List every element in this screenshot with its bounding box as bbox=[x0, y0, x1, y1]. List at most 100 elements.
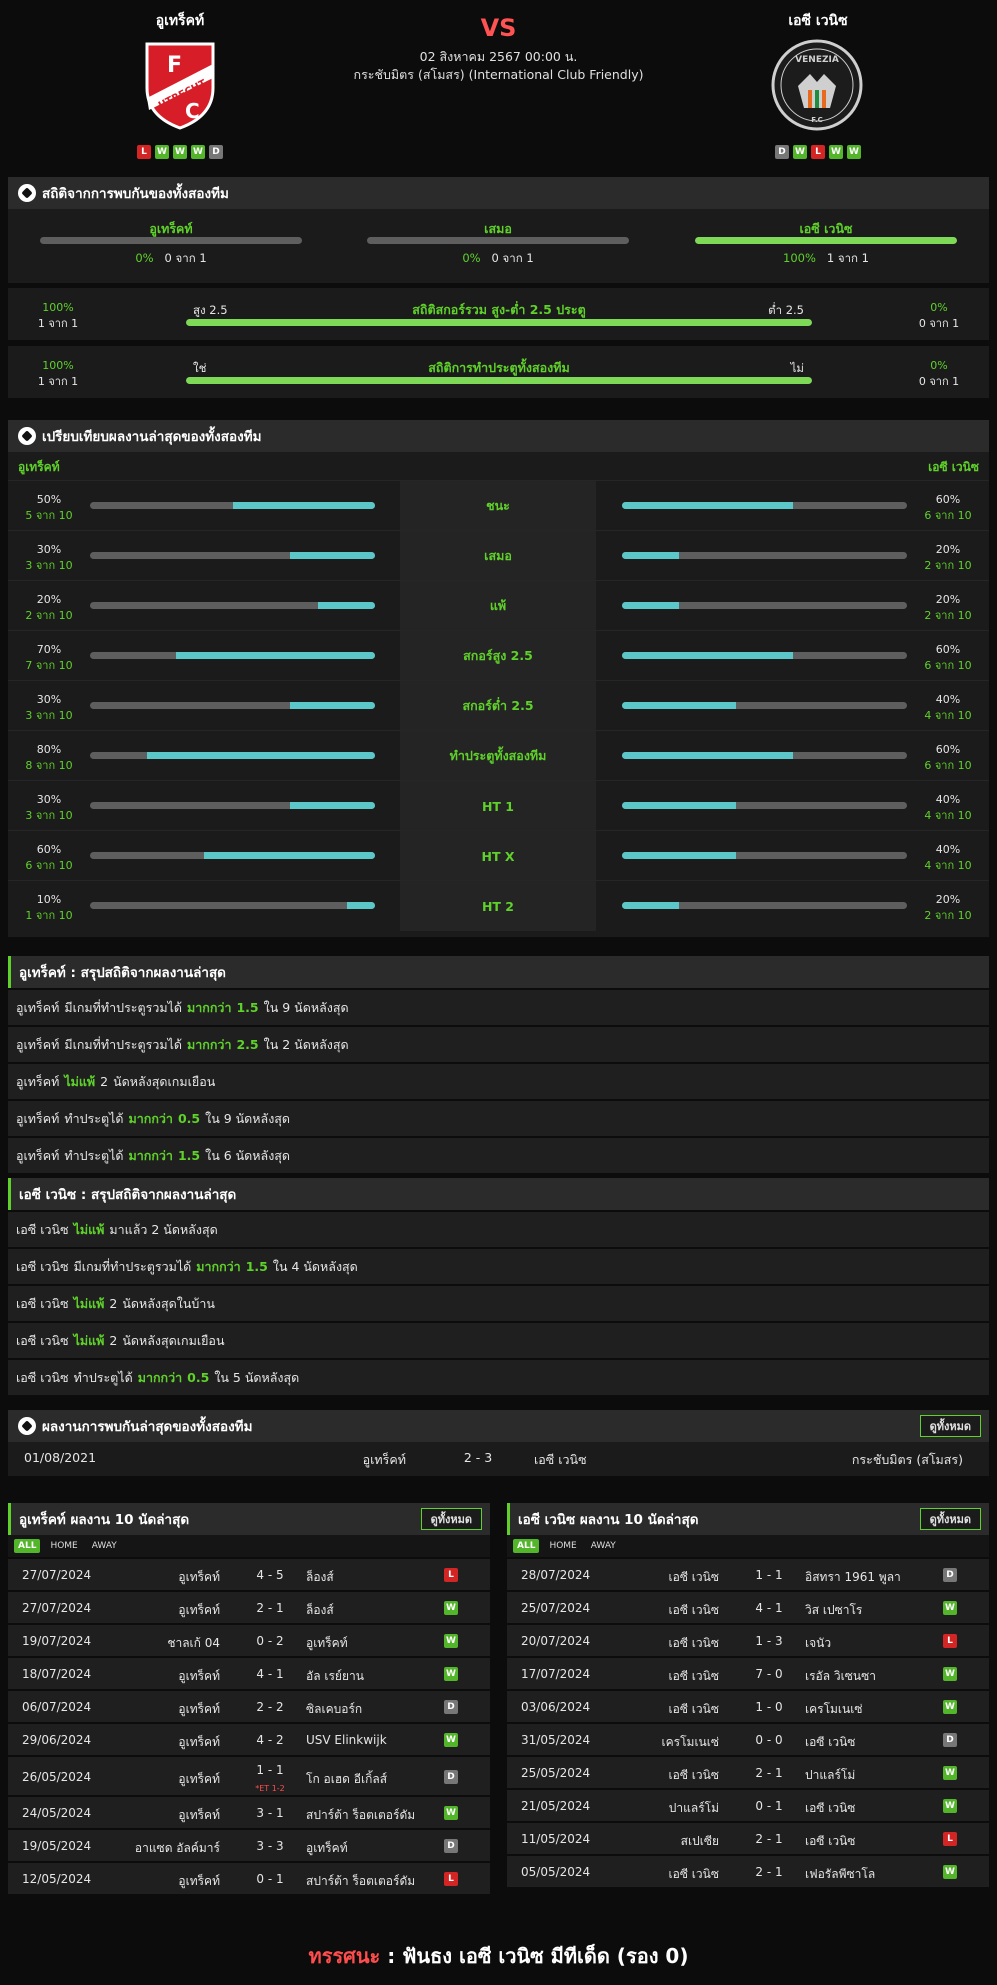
match-score: 2 - 1 bbox=[755, 1832, 783, 1846]
match-row[interactable]: 11/05/2024 สเปเซีย 2 - 1 เอซี เวนิซ L bbox=[507, 1823, 989, 1854]
comparison-label: เสมอ bbox=[400, 531, 596, 581]
result-badge: D bbox=[444, 1770, 458, 1784]
tab-home[interactable]: HOME bbox=[50, 1541, 78, 1551]
match-score: 7 - 0 bbox=[755, 1667, 783, 1681]
tab-all[interactable]: ALL bbox=[14, 1539, 41, 1553]
tab-away[interactable]: AWAY bbox=[590, 1541, 616, 1551]
comparison-row: 30% 3 จาก 10 สกอร์ต่ำ 2.5 40% 4 จาก 10 bbox=[8, 680, 989, 731]
over-under-box: 100% 1 จาก 1 สูง 2.5 สถิติสกอร์รวม สูง-ต่… bbox=[8, 288, 989, 340]
home-last10-panel: อูเทร็คท์ ผลงาน 10 นัดล่าสุด ดูทั้งหมด A… bbox=[8, 1503, 490, 1894]
summary-row: เอซี เวนิซ ไม่แพ้ 2 นัดหลังสุดในบ้าน bbox=[8, 1286, 989, 1321]
away-stat-fill bbox=[622, 902, 679, 909]
match-row[interactable]: 27/07/2024 อูเทร็คท์ 2 - 1 ล็องส์ W bbox=[8, 1592, 490, 1623]
h2h-draws: เสมอ 0% 0 จาก 1 bbox=[367, 219, 629, 268]
away-stat-fill bbox=[622, 552, 679, 559]
match-row[interactable]: 28/07/2024 เอซี เวนิซ 1 - 1 อิสทรา 1961 พูล… bbox=[507, 1559, 989, 1590]
away-stat-bar bbox=[622, 502, 907, 509]
home-team-logo: F UTRECHT C bbox=[145, 42, 215, 130]
comparison-row: 50% 5 จาก 10 ชนะ 60% 6 จาก 10 bbox=[8, 480, 989, 531]
away-stat: 60% 6 จาก 10 bbox=[924, 493, 972, 522]
match-away: สปาร์ต้า ร็อตเตอร์ดัม bbox=[306, 1874, 416, 1888]
view-all-button[interactable]: ดูทั้งหมด bbox=[919, 1508, 981, 1530]
match-row[interactable]: 18/07/2024 อูเทร็คท์ 4 - 1 อัล เรย์ยาน W bbox=[8, 1658, 490, 1689]
form-badge: W bbox=[793, 145, 807, 159]
section-header: สถิติจากการพบกันของทั้งสองทีม bbox=[8, 177, 989, 209]
away-form: D W L W W bbox=[718, 145, 918, 159]
match-away: ซิลเคบอร์ก bbox=[306, 1702, 363, 1716]
h2h-bar bbox=[367, 237, 629, 244]
match-score: 3 - 3 bbox=[256, 1839, 284, 1853]
away-stat: 20% 2 จาก 10 bbox=[924, 543, 972, 572]
summary-row: เอซี เวนิซ ไม่แพ้ 2 นัดหลังสุดเกมเยือน bbox=[8, 1323, 989, 1358]
match-row[interactable]: 19/07/2024 ชาลเก้ 04 0 - 2 อูเทร็คท์ W bbox=[8, 1625, 490, 1656]
home-team-name: อูเทร็คท์ bbox=[155, 13, 205, 29]
home-stat-fill bbox=[289, 702, 375, 709]
match-score: 2 - 1 bbox=[755, 1766, 783, 1780]
match-home: อาแซด อัลค์มาร์ bbox=[134, 1841, 220, 1855]
match-score: 2 - 1 bbox=[256, 1601, 284, 1615]
away-summary-title: เอซี เวนิซ : สรุปสถิติจากผลงานล่าสุด bbox=[8, 1178, 989, 1210]
home-stat: 50% 5 จาก 10 bbox=[25, 493, 73, 522]
match-row[interactable]: 21/05/2024 ปาแลร์โม่ 0 - 1 เอซี เวนิซ W bbox=[507, 1790, 989, 1821]
form-badge: W bbox=[191, 145, 205, 159]
football-icon bbox=[18, 427, 36, 445]
match-score: 1 - 3 bbox=[755, 1634, 783, 1648]
match-away: อิสทรา 1961 พูลา bbox=[805, 1570, 901, 1584]
verdict-text: ฟันธง เอซี เวนิซ มีทีเด็ด (รอง 0) bbox=[402, 1944, 689, 1968]
away-stat-bar bbox=[622, 752, 907, 759]
match-row[interactable]: 06/07/2024 อูเทร็คท์ 2 - 2 ซิลเคบอร์ก D bbox=[8, 1691, 490, 1722]
match-home: สเปเซีย bbox=[680, 1834, 719, 1848]
match-home: เอซี เวนิซ bbox=[668, 1768, 719, 1782]
comparison-label: HT X bbox=[400, 831, 596, 881]
h2h-away-wins: เอซี เวนิซ 100% 1 จาก 1 bbox=[695, 219, 957, 268]
verdict-separator: : bbox=[387, 1944, 396, 1968]
match-row[interactable]: 03/06/2024 เอซี เวนิซ 1 - 0 เครโมเนเซ่ W bbox=[507, 1691, 989, 1722]
match-row[interactable]: 25/05/2024 เอซี เวนิซ 2 - 1 ปาแลร์โม่ W bbox=[507, 1757, 989, 1788]
view-all-button[interactable]: ดูทั้งหมด bbox=[420, 1508, 482, 1530]
result-badge: W bbox=[444, 1601, 458, 1615]
match-row[interactable]: 19/05/2024 อาแซด อัลค์มาร์ 3 - 3 อูเทร็คท์ D bbox=[8, 1830, 490, 1861]
match-away: เอซี เวนิซ bbox=[805, 1834, 856, 1848]
match-away: วิส เปซาโร bbox=[805, 1603, 863, 1617]
match-row[interactable]: 31/05/2024 เครโมเนเซ่ 0 - 0 เอซี เวนิซ D bbox=[507, 1724, 989, 1755]
match-row[interactable]: 29/06/2024 อูเทร็คท์ 4 - 2 USV Elinkwijk W bbox=[8, 1724, 490, 1755]
tab-away[interactable]: AWAY bbox=[91, 1541, 117, 1551]
tab-home[interactable]: HOME bbox=[549, 1541, 577, 1551]
result-badge: L bbox=[943, 1634, 957, 1648]
match-away: เอซี เวนิซ bbox=[805, 1735, 856, 1749]
h2h-match-row[interactable]: 01/08/2021 อูเทร็คท์ 2 - 3 เอซี เวนิซ กร… bbox=[24, 1450, 963, 1467]
match-home: อูเทร็คท์ bbox=[178, 1735, 220, 1749]
match-row[interactable]: 05/05/2024 เอซี เวนิซ 2 - 1 เฟอรัลพีซาโล W bbox=[507, 1856, 989, 1887]
match-score: 4 - 5 bbox=[256, 1568, 284, 1582]
match-away: USV Elinkwijk bbox=[306, 1733, 387, 1747]
match-away: อัล เรย์ยาน bbox=[306, 1669, 364, 1683]
home-stat-fill bbox=[289, 802, 375, 809]
match-row[interactable]: 27/07/2024 อูเทร็คท์ 4 - 5 ล็องส์ L bbox=[8, 1559, 490, 1590]
home-stat: 20% 2 จาก 10 bbox=[25, 593, 73, 622]
away-team-name: เอซี เวนิซ bbox=[788, 13, 848, 29]
match-row[interactable]: 26/05/2024 อูเทร็คท์ 1 - 1 *ET 1-2 โก อเฮด อ… bbox=[8, 1757, 490, 1795]
match-row[interactable]: 17/07/2024 เอซี เวนิซ 7 - 0 เรอัล วิเซนซา W bbox=[507, 1658, 989, 1689]
match-away: เครโมเนเซ่ bbox=[805, 1702, 863, 1716]
match-away: อูเทร็คท์ bbox=[306, 1841, 348, 1855]
home-stat-fill bbox=[346, 902, 375, 909]
match-row[interactable]: 12/05/2024 อูเทร็คท์ 0 - 1 สปาร์ต้า ร็อตเตอ… bbox=[8, 1863, 490, 1894]
form-badge: L bbox=[137, 145, 151, 159]
section-title: ผลงานการพบกันล่าสุดของทั้งสองทีม bbox=[42, 1419, 253, 1435]
home-stat: 60% 6 จาก 10 bbox=[25, 843, 73, 872]
away-stat-bar bbox=[622, 552, 907, 559]
match-row[interactable]: 20/07/2024 เอซี เวนิซ 1 - 3 เจนัว L bbox=[507, 1625, 989, 1656]
summary-row: อูเทร็คท์ ทำประตูได้ มากกว่า 0.5 ใน 9 นัดหลั… bbox=[8, 1101, 989, 1136]
view-all-button[interactable]: ดูทั้งหมด bbox=[919, 1415, 981, 1437]
match-row[interactable]: 25/07/2024 เอซี เวนิซ 4 - 1 วิส เปซาโร W bbox=[507, 1592, 989, 1623]
away-stat-fill bbox=[622, 502, 793, 509]
match-row[interactable]: 24/05/2024 อูเทร็คท์ 3 - 1 สปาร์ต้า ร็อตเตอ… bbox=[8, 1797, 490, 1828]
match-away: ปาแลร์โม่ bbox=[805, 1768, 856, 1782]
match-info: 02 สิงหาคม 2567 00:00 น. กระชับมิตร (สโม… bbox=[0, 48, 997, 84]
home-stat: 30% 3 จาก 10 bbox=[25, 543, 73, 572]
summary-row: อูเทร็คท์ มีเกมที่ทำประตูรวมได้ มากกว่า 1.5… bbox=[8, 990, 989, 1025]
comparison-row: 20% 2 จาก 10 แพ้ 20% 2 จาก 10 bbox=[8, 580, 989, 631]
section-title: สถิติจากการพบกันของทั้งสองทีม bbox=[42, 186, 229, 202]
tab-all[interactable]: ALL bbox=[513, 1539, 540, 1553]
match-score: 0 - 1 bbox=[256, 1872, 284, 1886]
